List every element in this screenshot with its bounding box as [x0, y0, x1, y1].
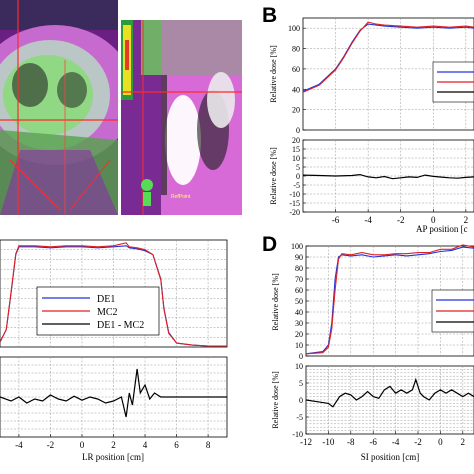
- D-top-ytick-label: 60: [295, 286, 303, 295]
- C-legend-label-diff: DE1 - MC2: [97, 320, 144, 331]
- B-top-series-mc2: [302, 21, 474, 93]
- B-top-ytick-label: 40: [292, 85, 300, 94]
- B-bottom-xtick-label: -2: [397, 215, 405, 225]
- C-bottom-xtick-label: -2: [47, 440, 55, 450]
- C-top-series-mc2: [0, 242, 227, 347]
- D-top-ylabel: Relative dose [%]: [271, 273, 280, 331]
- axial-ct-image: [0, 0, 118, 215]
- D-top-ytick-label: 100: [291, 242, 303, 251]
- B-top-ytick-label: 80: [292, 45, 300, 54]
- C-bottom-xtick-label: 6: [174, 440, 179, 450]
- D-top-ytick-label: 80: [295, 264, 303, 273]
- D-bottom-ylabel: Relative dose [%]: [271, 371, 280, 429]
- panel-label-b: B: [262, 4, 278, 27]
- B-bottom-ytick-label: 10: [292, 154, 300, 163]
- D-top-ytick-label: 20: [295, 330, 303, 339]
- C-bottom-xtick-label: 4: [143, 440, 148, 450]
- C-bottom-series-diff: [0, 368, 227, 418]
- B-bottom-ytick-label: -5: [293, 181, 300, 190]
- D-top-ytick-label: 30: [295, 319, 303, 328]
- C-bottom-xtick-label: -4: [15, 440, 23, 450]
- B-bottom-ytick-label: -15: [289, 199, 300, 208]
- B-bottom-xtick-label: -4: [364, 215, 372, 225]
- D-bottom-xtick-label: -6: [369, 437, 377, 447]
- D-bottom-ytick-label: 5: [299, 379, 303, 388]
- D-bottom-xtick-label: 0: [438, 437, 443, 447]
- D-top-series-mc2: [305, 244, 474, 355]
- C-bottom-xtick-label: 0: [80, 440, 85, 450]
- B-bottom-ytick-label: 15: [292, 145, 300, 154]
- B-top-series-de1: [302, 23, 474, 92]
- D-bottom-xtick-label: -12: [300, 437, 312, 447]
- B-bottom-ytick-label: -10: [289, 190, 300, 199]
- C-bottom-xtick-label: 2: [111, 440, 116, 450]
- B-top-ytick-label: 0: [296, 126, 300, 135]
- panel-label-d: D: [262, 233, 278, 256]
- B-bottom-xtick-label: 0: [431, 215, 436, 225]
- B-bottom-xlabel: AP position [c: [416, 224, 468, 234]
- D-top-ytick-label: 0: [299, 352, 303, 361]
- sagittal-ct-image: RefPoint: [121, 20, 242, 215]
- C-legend-label-mc2: MC2: [97, 307, 118, 318]
- C-bottom-xtick-label: 8: [206, 440, 211, 450]
- B-top-ylabel: Relative dose [%]: [269, 45, 278, 103]
- D-top-ytick-label: 50: [295, 297, 303, 306]
- D-bottom-xtick-label: -2: [414, 437, 422, 447]
- D-bottom-ytick-label: 10: [295, 362, 303, 371]
- C-bottom-xlabel: LR position [cm]: [82, 452, 144, 462]
- D-bottom-series-diff: [305, 377, 474, 408]
- B-top-ytick-label: 100: [288, 24, 300, 33]
- D-top-ytick-label: 10: [295, 341, 303, 350]
- B-bottom-ylabel: Relative dose [%]: [269, 147, 278, 205]
- C-legend-label-de1: DE1: [97, 294, 115, 305]
- B-bottom-series-diff: [302, 173, 474, 180]
- D-bottom-ytick-label: 0: [299, 396, 303, 405]
- D-bottom-xlabel: SI position [cm]: [361, 452, 420, 462]
- D-bottom-xtick-label: -8: [347, 437, 355, 447]
- B-bottom-xtick-label: 2: [464, 215, 469, 225]
- B-top-ytick-label: 60: [292, 65, 300, 74]
- D-bottom-xtick-label: -4: [392, 437, 400, 447]
- D-bottom-ytick-label: -5: [296, 413, 303, 422]
- D-bottom-ytick-label: -10: [292, 430, 303, 439]
- D-top-ytick-label: 40: [295, 308, 303, 317]
- D-bottom-xtick-label: -10: [322, 437, 334, 447]
- B-top-ytick-label: 20: [292, 106, 300, 115]
- B-bottom-ytick-label: -20: [289, 208, 300, 217]
- B-bottom-ytick-label: 5: [296, 163, 300, 172]
- D-top-ytick-label: 90: [295, 253, 303, 262]
- D-top-ytick-label: 70: [295, 275, 303, 284]
- B-bottom-xtick-label: -6: [332, 215, 340, 225]
- ct-marker-text: RefPoint: [171, 194, 191, 200]
- B-bottom-ytick-label: 20: [292, 136, 300, 145]
- D-bottom-xtick-label: 2: [461, 437, 466, 447]
- B-bottom-ytick-label: 0: [296, 172, 300, 181]
